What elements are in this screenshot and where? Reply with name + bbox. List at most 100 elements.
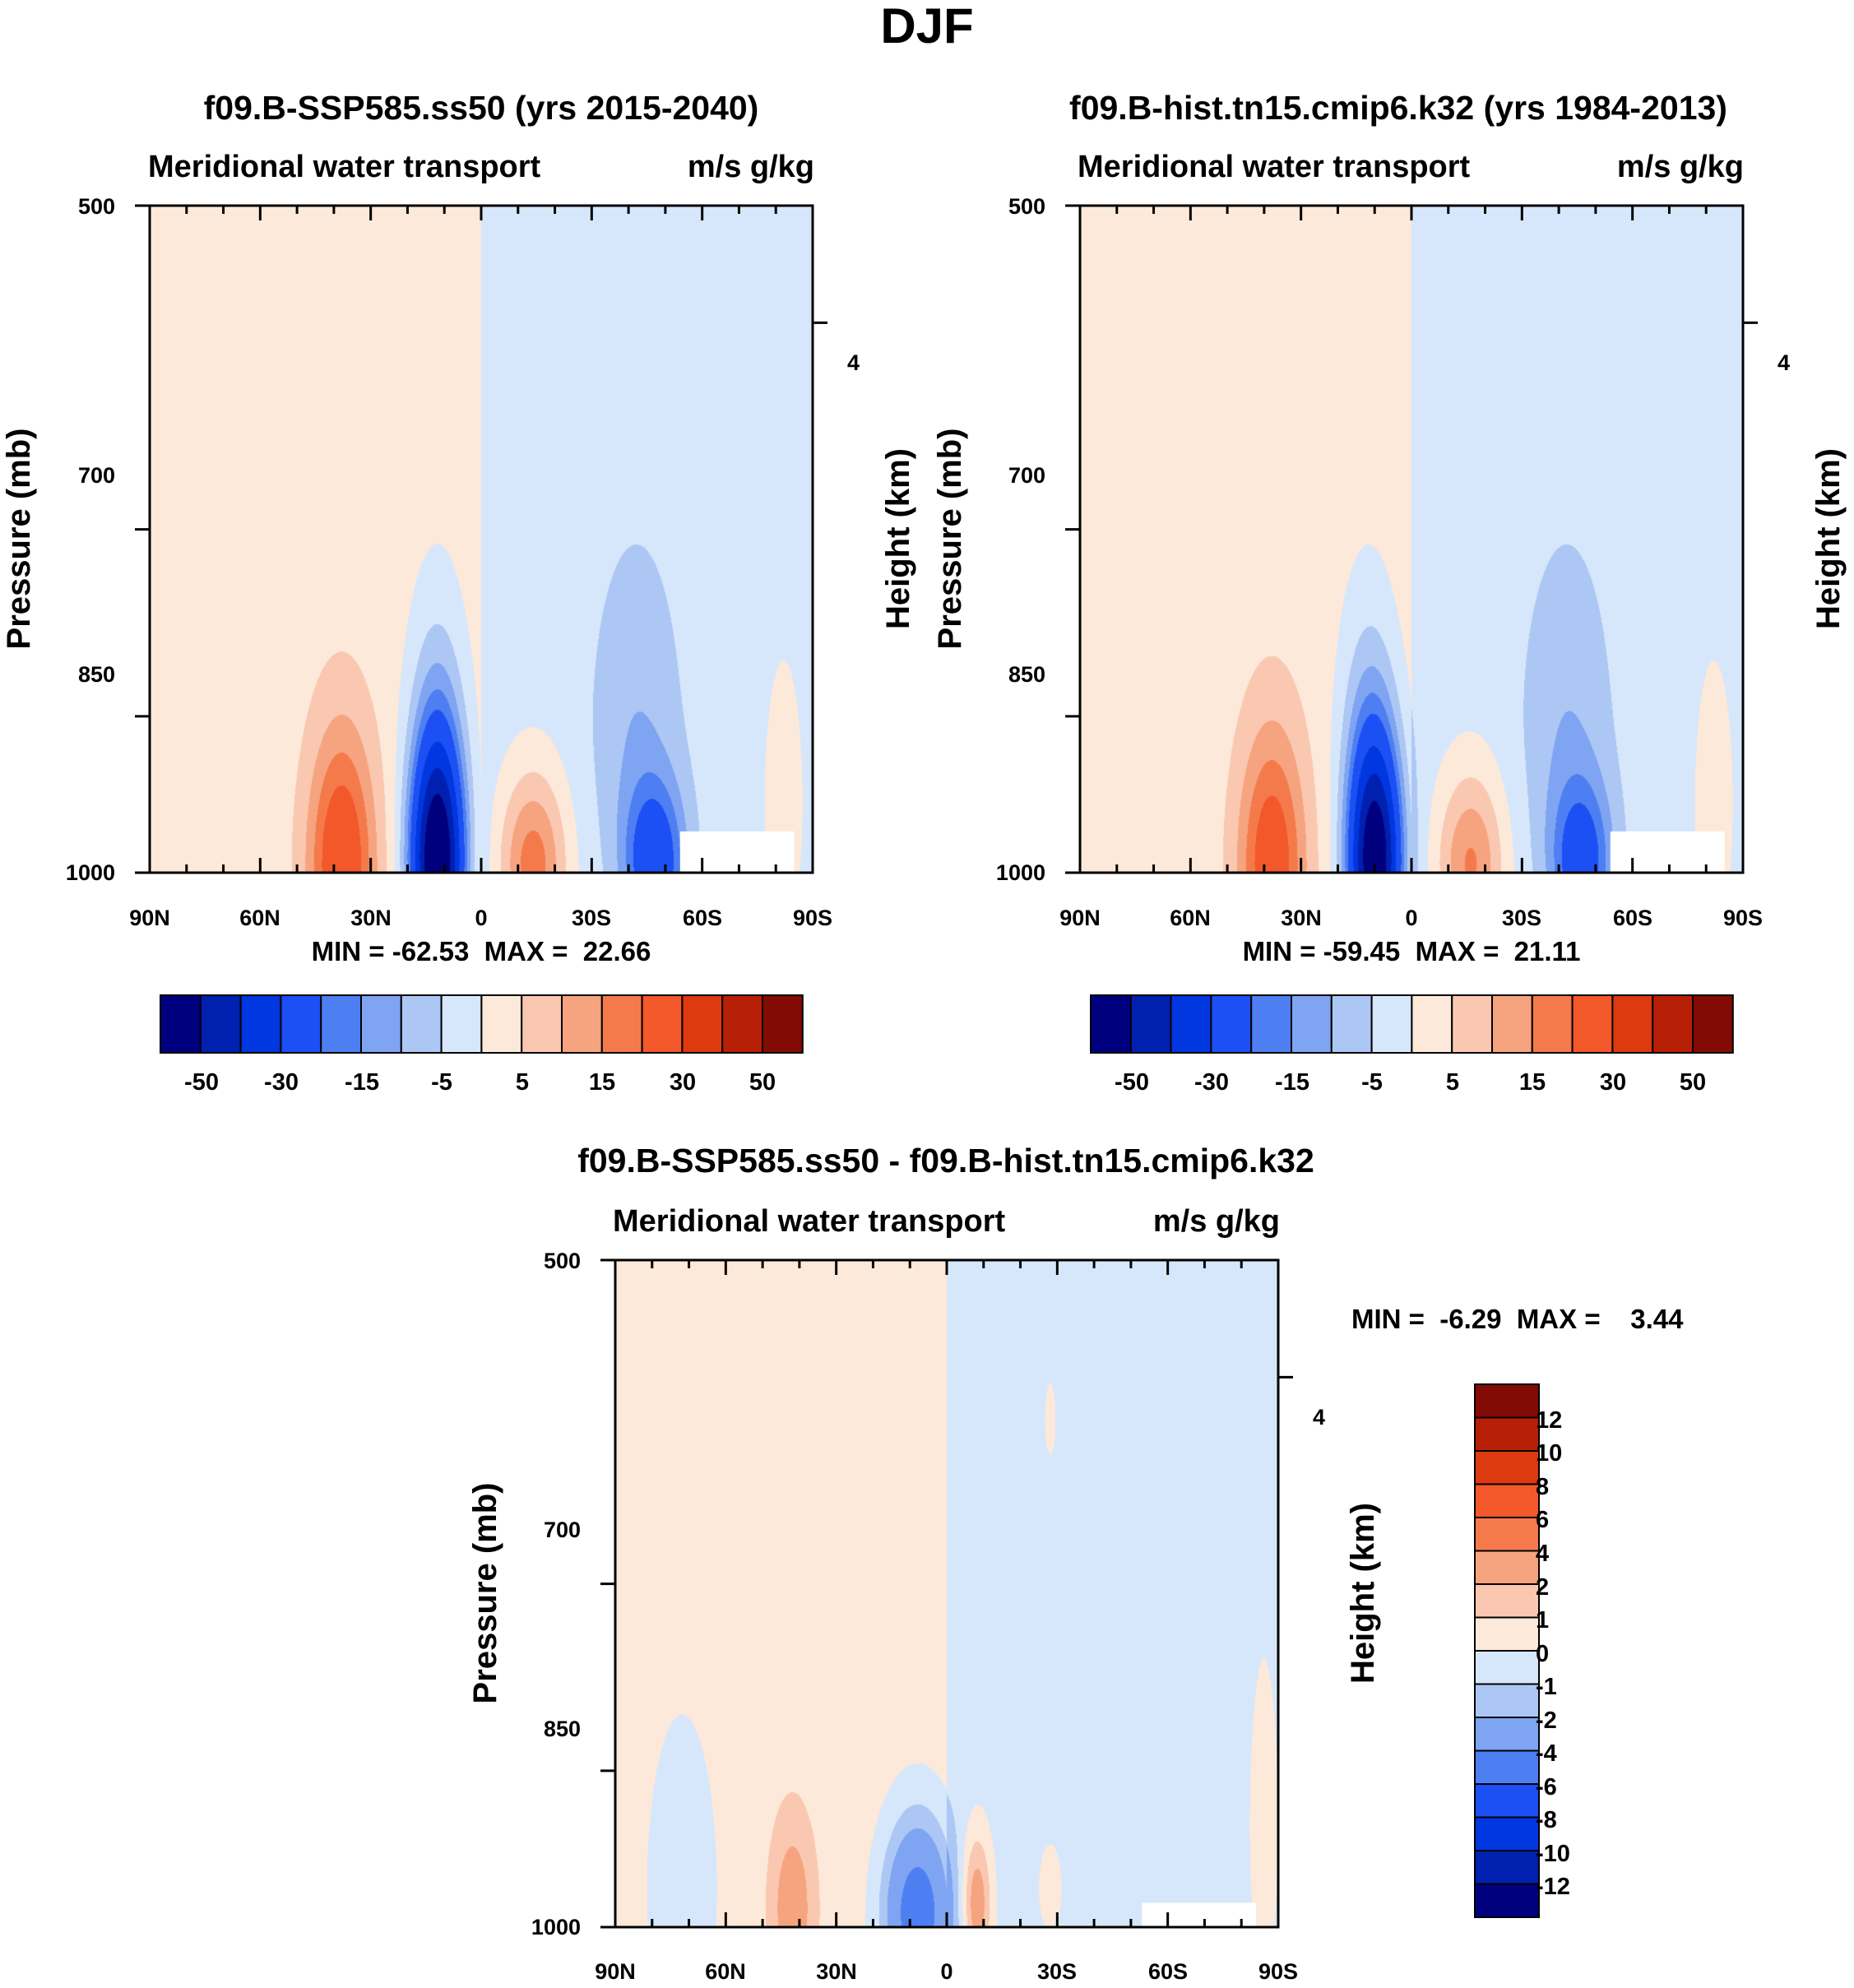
panel-diff: f09.B-SSP585.ss50 - f09.B-hist.tn15.cmip… — [467, 1142, 1684, 1984]
colorbar-box — [1652, 994, 1694, 1054]
y-axis-title: Pressure (mb) — [467, 1483, 503, 1704]
contour-field — [615, 1260, 1278, 1927]
x-tick-label: 30N — [1281, 906, 1322, 930]
y-tick-label: 500 — [78, 194, 115, 219]
panel-hist: f09.B-hist.tn15.cmip6.k32 (yrs 1984-2013… — [932, 89, 1847, 1096]
x-tick-label: 0 — [940, 1959, 952, 1984]
colorbar-box — [1474, 1550, 1540, 1585]
colorbar-label: 4 — [1536, 1541, 1549, 1567]
x-tick-label: 60N — [239, 906, 280, 930]
colorbar-box — [521, 994, 563, 1054]
x-tick-label: 60S — [1613, 906, 1652, 930]
colorbar-label: 8 — [1536, 1474, 1549, 1500]
colorbar-label: -5 — [1361, 1069, 1383, 1096]
colorbar-box — [1531, 994, 1574, 1054]
y-axis-title: Pressure (mb) — [1, 429, 37, 650]
colorbar — [1474, 1383, 1540, 1918]
panel-ssp585: f09.B-SSP585.ss50 (yrs 2015-2040) Meridi… — [1, 89, 916, 1096]
colorbar-box — [681, 994, 724, 1054]
right-axis-title: Height (km) — [1345, 1503, 1381, 1684]
colorbar-box — [160, 994, 202, 1054]
missing-data-region — [1610, 831, 1725, 873]
colorbar-box — [1571, 994, 1614, 1054]
colorbar-box — [600, 994, 643, 1054]
variable-label: Meridional water transport — [1078, 150, 1471, 184]
colorbar-box — [1474, 1683, 1540, 1718]
panel-title: f09.B-hist.tn15.cmip6.k32 (yrs 1984-2013… — [1069, 89, 1727, 127]
colorbar-box — [1170, 994, 1212, 1054]
colorbar-label: -10 — [1536, 1841, 1570, 1867]
colorbar-box — [1129, 994, 1172, 1054]
colorbar-label: -12 — [1536, 1874, 1570, 1900]
colorbar-box — [1451, 994, 1494, 1054]
units-label: m/s g/kg — [1617, 150, 1744, 184]
y-tick-label: 500 — [1008, 194, 1045, 219]
colorbar-box — [1474, 1816, 1540, 1851]
colorbar-box — [1474, 1850, 1540, 1885]
x-tick-label: 90S — [793, 906, 832, 930]
colorbar-box — [400, 994, 443, 1054]
x-tick-label: 0 — [1405, 906, 1417, 930]
x-tick-label: 60S — [683, 906, 722, 930]
x-tick-label: 90S — [1723, 906, 1763, 930]
colorbar-box — [762, 994, 804, 1054]
colorbar-box — [199, 994, 242, 1054]
colorbar-box — [1090, 994, 1132, 1054]
colorbar-label: 5 — [1446, 1069, 1459, 1096]
x-tick-label: 0 — [475, 906, 487, 930]
colorbar-box — [1370, 994, 1413, 1054]
x-tick-label: 90N — [129, 906, 170, 930]
colorbar-box — [1411, 994, 1453, 1054]
y-tick-label: 500 — [544, 1249, 581, 1273]
colorbar-box — [1474, 1749, 1540, 1785]
colorbar-box — [1474, 1783, 1540, 1819]
x-tick-label: 30S — [1502, 906, 1541, 930]
colorbar-box — [1611, 994, 1654, 1054]
figure-title: DJF — [880, 0, 973, 53]
colorbar-label: 30 — [670, 1069, 696, 1096]
axis-ticks — [135, 204, 827, 874]
colorbar-box — [480, 994, 523, 1054]
colorbar-box — [1474, 1717, 1540, 1752]
y-tick-label: 850 — [544, 1717, 581, 1741]
x-tick-label: 90N — [1059, 906, 1101, 930]
colorbar-box — [320, 994, 362, 1054]
contour-field — [150, 206, 813, 873]
colorbar-label: -6 — [1536, 1774, 1557, 1800]
colorbar-box — [1291, 994, 1333, 1054]
right-tick-label: 4 — [1313, 1405, 1325, 1430]
y-tick-label: 850 — [78, 662, 115, 687]
colorbar-label: 10 — [1536, 1440, 1562, 1467]
colorbar-box — [1474, 1383, 1540, 1419]
colorbar-box — [1474, 1416, 1540, 1452]
colorbar-box — [641, 994, 684, 1054]
colorbar-box — [1474, 1450, 1540, 1485]
colorbar-label: 15 — [589, 1069, 615, 1096]
colorbar-box — [1330, 994, 1373, 1054]
colorbar-box — [280, 994, 322, 1054]
x-tick-label: 60N — [1170, 906, 1211, 930]
x-tick-label: 30S — [1037, 1959, 1077, 1984]
right-tick-label: 4 — [847, 350, 860, 375]
y-tick-label: 1000 — [66, 860, 115, 885]
y-axis-title: Pressure (mb) — [932, 429, 968, 650]
colorbar-label: -30 — [264, 1069, 299, 1096]
colorbar-box — [239, 994, 282, 1054]
min-max-stats: MIN = -59.45 MAX = 21.11 — [1243, 936, 1581, 966]
right-axis-title: Height (km) — [880, 448, 916, 629]
min-max-stats: MIN = -6.29 MAX = 3.44 — [1351, 1304, 1684, 1334]
colorbar-box — [1474, 1583, 1540, 1619]
colorbar-box — [1474, 1616, 1540, 1652]
colorbar-box — [1491, 994, 1533, 1054]
colorbar-box — [1474, 1483, 1540, 1518]
colorbar-box — [561, 994, 603, 1054]
colorbar-label: -15 — [1275, 1069, 1309, 1096]
panel-title: f09.B-SSP585.ss50 (yrs 2015-2040) — [204, 89, 759, 127]
colorbar-box — [360, 994, 402, 1054]
colorbar-label: -4 — [1536, 1740, 1557, 1767]
colorbar-box — [440, 994, 483, 1054]
colorbar-label: -5 — [431, 1069, 452, 1096]
y-tick-label: 1000 — [531, 1915, 581, 1939]
plot-area — [600, 1258, 1293, 1929]
min-max-stats: MIN = -62.53 MAX = 22.66 — [312, 936, 651, 966]
